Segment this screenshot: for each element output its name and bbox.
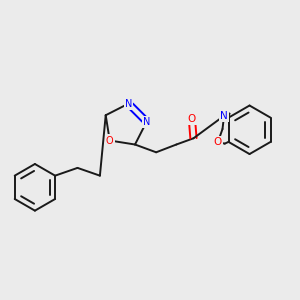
Text: O: O [188, 114, 196, 124]
Text: N: N [143, 117, 150, 127]
Text: O: O [214, 137, 222, 147]
Text: O: O [106, 136, 113, 146]
Text: N: N [125, 99, 132, 109]
Text: N: N [220, 111, 228, 121]
